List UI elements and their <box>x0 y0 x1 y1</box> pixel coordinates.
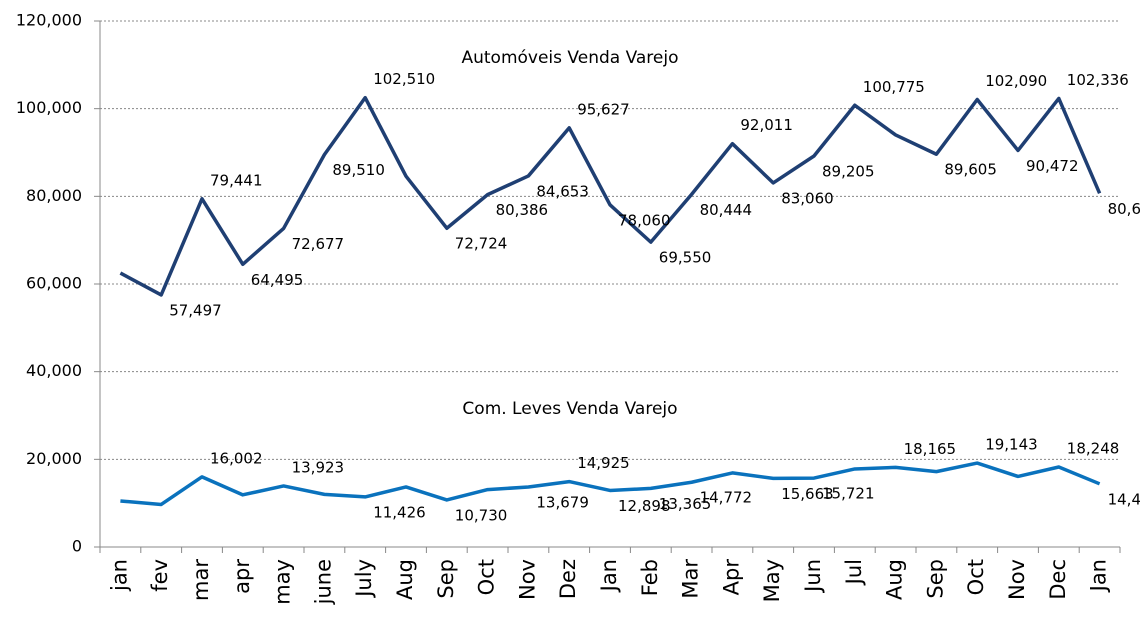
x-tick-label: Apr <box>719 559 743 596</box>
x-tick-label: apr <box>230 559 254 594</box>
x-tick-label: fev <box>148 559 172 592</box>
x-tick-label: may <box>271 559 295 605</box>
data-label: 13,365 <box>659 495 712 513</box>
data-label: 11,426 <box>373 503 426 521</box>
data-label: 83,060 <box>781 189 834 207</box>
data-label: 72,677 <box>292 235 345 253</box>
data-label: 92,011 <box>740 116 793 134</box>
data-label: 18,248 <box>1067 440 1120 458</box>
data-label: 90,472 <box>1026 157 1079 175</box>
x-tick-label: May <box>760 559 784 602</box>
y-tick-label: 0 <box>72 537 82 556</box>
data-label: 15,721 <box>822 485 875 503</box>
x-tick-label: Sep <box>923 559 947 599</box>
series-label: Automóveis Venda Varejo <box>461 48 678 68</box>
data-label: 19,143 <box>985 436 1037 454</box>
x-tick-label: Oct <box>475 559 499 595</box>
y-tick-label: 20,000 <box>26 449 82 468</box>
data-label: 13,923 <box>292 458 345 476</box>
y-tick-label: 80,000 <box>26 186 82 205</box>
data-label: 69,550 <box>659 249 712 267</box>
data-label: 89,605 <box>944 161 997 179</box>
x-tick-label: Dez <box>556 559 580 599</box>
data-label: 102,336 <box>1067 71 1129 89</box>
x-tick-label: Nov <box>1005 559 1029 600</box>
data-label: 15,663 <box>781 485 834 503</box>
data-label: 89,205 <box>822 162 875 180</box>
data-label: 16,002 <box>210 449 263 467</box>
y-tick-label: 60,000 <box>26 274 82 293</box>
x-tick-label: Jun <box>801 559 825 594</box>
x-tick-label: Mar <box>679 559 703 599</box>
data-label: 80,689 <box>1108 200 1140 218</box>
y-tick-label: 100,000 <box>16 98 82 117</box>
x-tick-label: Nov <box>515 559 539 600</box>
data-label: 10,730 <box>455 506 508 524</box>
data-label: 89,510 <box>332 161 385 179</box>
data-label: 64,495 <box>251 271 303 289</box>
data-label: 80,386 <box>496 201 548 219</box>
data-label: 14,772 <box>700 489 753 507</box>
data-label: 18,165 <box>904 440 957 458</box>
x-tick-label: jan <box>107 559 131 592</box>
data-label: 78,060 <box>618 211 671 229</box>
data-label: 13,679 <box>536 494 589 512</box>
data-label: 95,627 <box>577 100 630 118</box>
data-label: 57,497 <box>169 301 222 319</box>
x-tick-label: Oct <box>964 559 988 595</box>
series-label: Com. Leves Venda Varejo <box>462 399 677 419</box>
x-tick-label: june <box>311 559 335 605</box>
x-tick-label: Aug <box>883 559 907 600</box>
x-tick-label: mar <box>189 559 213 601</box>
data-label: 14,925 <box>577 454 630 472</box>
data-label: 100,775 <box>863 78 925 96</box>
x-tick-label: Aug <box>393 559 417 600</box>
x-tick-label: July <box>352 559 376 599</box>
y-tick-label: 120,000 <box>16 11 82 30</box>
x-tick-label: Dec <box>1046 559 1070 600</box>
x-tick-label: Jan <box>597 559 621 593</box>
y-tick-label: 40,000 <box>26 361 82 380</box>
x-tick-label: Jul <box>842 559 866 586</box>
series-line <box>120 461 1101 507</box>
x-tick-label: Feb <box>638 559 662 596</box>
data-label: 72,724 <box>455 235 508 253</box>
data-label: 12,898 <box>618 497 671 515</box>
x-tick-label: Jan <box>1087 559 1111 593</box>
data-label: 80,444 <box>700 201 753 219</box>
series-line <box>119 95 1102 297</box>
data-label: 102,090 <box>985 72 1047 90</box>
data-label: 79,441 <box>210 171 263 189</box>
x-tick-label: Sep <box>434 559 458 599</box>
data-label: 84,653 <box>536 182 589 200</box>
data-label: 14,414 <box>1108 490 1140 508</box>
data-label: 102,510 <box>373 70 435 88</box>
